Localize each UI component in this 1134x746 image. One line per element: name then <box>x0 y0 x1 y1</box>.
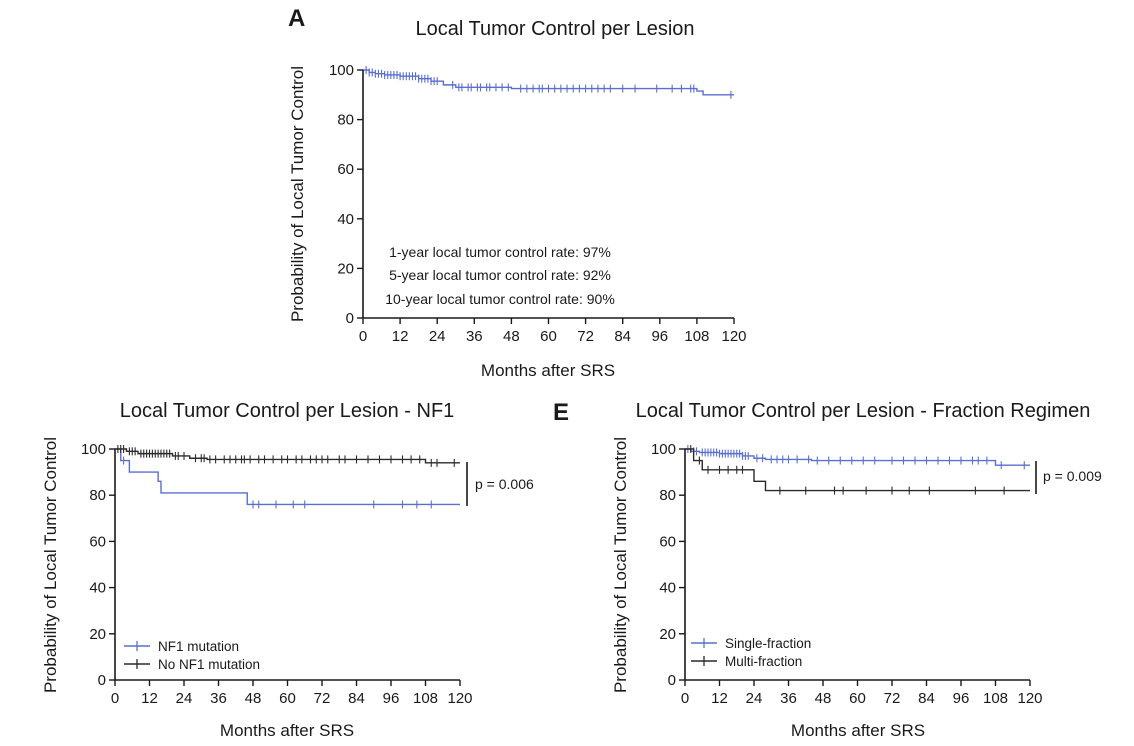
panel-a: A Local Tumor Control per Lesion Probabi… <box>288 5 747 380</box>
legend-label-nf1-mutation: NF1 mutation <box>158 639 239 654</box>
panel-a-x-tick-label-96: 96 <box>651 328 668 345</box>
panel-nf1-x-axis-label: Months after SRS <box>220 721 354 740</box>
panel-e-x-tick-label-72: 72 <box>884 690 901 707</box>
annotation-1-year-rate: 1-year local tumor control rate: 97% <box>389 244 611 260</box>
panel-nf1-title: Local Tumor Control per Lesion - NF1 <box>120 400 455 422</box>
panel-nf1-x-tick-label-0: 0 <box>111 690 119 707</box>
panel-e-x-tick-label-12: 12 <box>711 690 728 707</box>
panel-e-x-tick-label-120: 120 <box>1017 690 1042 707</box>
panel-nf1-x-tick-label-108: 108 <box>413 690 438 707</box>
panel-nf1-y-tick-label-60: 60 <box>89 533 106 550</box>
panel-e-x-tick-label-96: 96 <box>953 690 970 707</box>
panel-a-title: Local Tumor Control per Lesion <box>415 18 694 40</box>
panel-nf1-x-tick-label-84: 84 <box>348 690 365 707</box>
panel-a-y-tick-label-100: 100 <box>329 62 354 79</box>
panel-e-x-axis-label: Months after SRS <box>791 721 925 740</box>
panel-a-x-tick-label-24: 24 <box>429 328 446 345</box>
panel-e-x-tick-label-84: 84 <box>918 690 935 707</box>
panel-e-plot-area <box>685 445 1030 495</box>
panel-e-x-tick-label-48: 48 <box>815 690 832 707</box>
panel-nf1-y-tick-label-100: 100 <box>81 441 106 458</box>
panel-e-y-tick-label-20: 20 <box>659 626 676 643</box>
panel-a-y-axis-label: Probability of Local Tumor Control <box>288 66 307 322</box>
panel-nf1-p-value: p = 0.006 <box>475 476 534 492</box>
panel-a-x-tick-label-60: 60 <box>540 328 557 345</box>
panel-nf1-plot-area <box>115 445 460 509</box>
panel-a-x-tick-label-0: 0 <box>359 328 367 345</box>
panel-e-p-value: p = 0.009 <box>1043 468 1102 484</box>
panel-nf1-legend: NF1 mutation No NF1 mutation <box>124 639 260 672</box>
annotation-5-year-rate: 5-year local tumor control rate: 92% <box>389 267 611 283</box>
panel-nf1-x-tick-label-36: 36 <box>210 690 227 707</box>
panel-nf1-y-tick-label-20: 20 <box>89 626 106 643</box>
panel-a-x-tick-label-120: 120 <box>721 328 746 345</box>
panel-a-x-axis-label: Months after SRS <box>481 361 615 380</box>
panel-a-x-tick-label-48: 48 <box>503 328 520 345</box>
panel-a-x-tick-label-12: 12 <box>392 328 409 345</box>
panel-e-x-tick-label-24: 24 <box>746 690 763 707</box>
panel-a-y-tick-label-60: 60 <box>337 161 354 178</box>
panel-a-ticks: 0 12 24 36 48 60 72 84 96 108 120 0 20 40 60 80 100 <box>329 62 747 345</box>
panel-a-y-tick-label-20: 20 <box>337 260 354 277</box>
panel-nf1-series-nf1-mutation-curve <box>115 448 460 506</box>
panel-e-y-tick-label-0: 0 <box>668 672 676 689</box>
panel-nf1-x-tick-label-72: 72 <box>314 690 331 707</box>
panel-a-y-tick-label-0: 0 <box>346 310 354 327</box>
panel-nf1-x-tick-label-12: 12 <box>141 690 158 707</box>
panel-nf1-x-tick-label-24: 24 <box>176 690 193 707</box>
panel-nf1-y-axis-label: Probability of Local Tumor Control <box>41 437 60 693</box>
panel-nf1-x-tick-label-96: 96 <box>383 690 400 707</box>
panel-e-y-tick-label-100: 100 <box>651 441 676 458</box>
panel-a-y-tick-label-80: 80 <box>337 112 354 129</box>
panel-e-ticks: 0 12 24 36 48 60 72 84 96 108 120 0 20 40 60 80 100 <box>651 441 1043 707</box>
annotation-10-year-rate: 10-year local tumor control rate: 90% <box>385 291 615 307</box>
panel-nf1-x-tick-label-60: 60 <box>279 690 296 707</box>
panel-a-x-tick-label-36: 36 <box>466 328 483 345</box>
panel-a-x-tick-label-72: 72 <box>577 328 594 345</box>
panel-a-x-tick-label-84: 84 <box>614 328 631 345</box>
panel-e-y-tick-label-60: 60 <box>659 533 676 550</box>
panel-e-x-tick-label-36: 36 <box>780 690 797 707</box>
panel-e-title: Local Tumor Control per Lesion - Fractio… <box>636 400 1091 422</box>
panel-e-x-tick-label-108: 108 <box>983 690 1008 707</box>
panel-nf1: Local Tumor Control per Lesion - NF1 Pro… <box>41 400 534 740</box>
panel-e-y-tick-label-80: 80 <box>659 487 676 504</box>
panel-a-y-tick-label-40: 40 <box>337 211 354 228</box>
panel-nf1-x-tick-label-48: 48 <box>245 690 262 707</box>
panel-nf1-y-tick-label-80: 80 <box>89 487 106 504</box>
panel-e-y-tick-label-40: 40 <box>659 580 676 597</box>
panel-a-x-tick-label-108: 108 <box>684 328 709 345</box>
panel-nf1-ticks: 0 12 24 36 48 60 72 84 96 108 120 0 20 40 60 80 100 <box>81 441 473 707</box>
panel-e-y-axis-label: Probability of Local Tumor Control <box>611 437 630 693</box>
panel-e: E Local Tumor Control per Lesion - Fract… <box>553 399 1102 740</box>
legend-label-multi-fraction: Multi-fraction <box>725 654 802 669</box>
legend-label-single-fraction: Single-fraction <box>725 636 811 651</box>
panel-nf1-series-no-nf1-mutation-curve <box>115 448 460 464</box>
legend-label-no-nf1-mutation: No NF1 mutation <box>158 657 260 672</box>
panel-e-x-tick-label-60: 60 <box>849 690 866 707</box>
panel-nf1-y-tick-label-40: 40 <box>89 580 106 597</box>
panel-nf1-y-tick-label-0: 0 <box>98 672 106 689</box>
panel-e-x-tick-label-0: 0 <box>681 690 689 707</box>
panel-a-plot-area <box>363 66 734 99</box>
panel-nf1-x-tick-label-120: 120 <box>447 690 472 707</box>
panel-letter-a: A <box>288 5 305 32</box>
panel-letter-e: E <box>553 399 569 426</box>
panel-e-legend: Single-fraction Multi-fraction <box>691 636 811 669</box>
